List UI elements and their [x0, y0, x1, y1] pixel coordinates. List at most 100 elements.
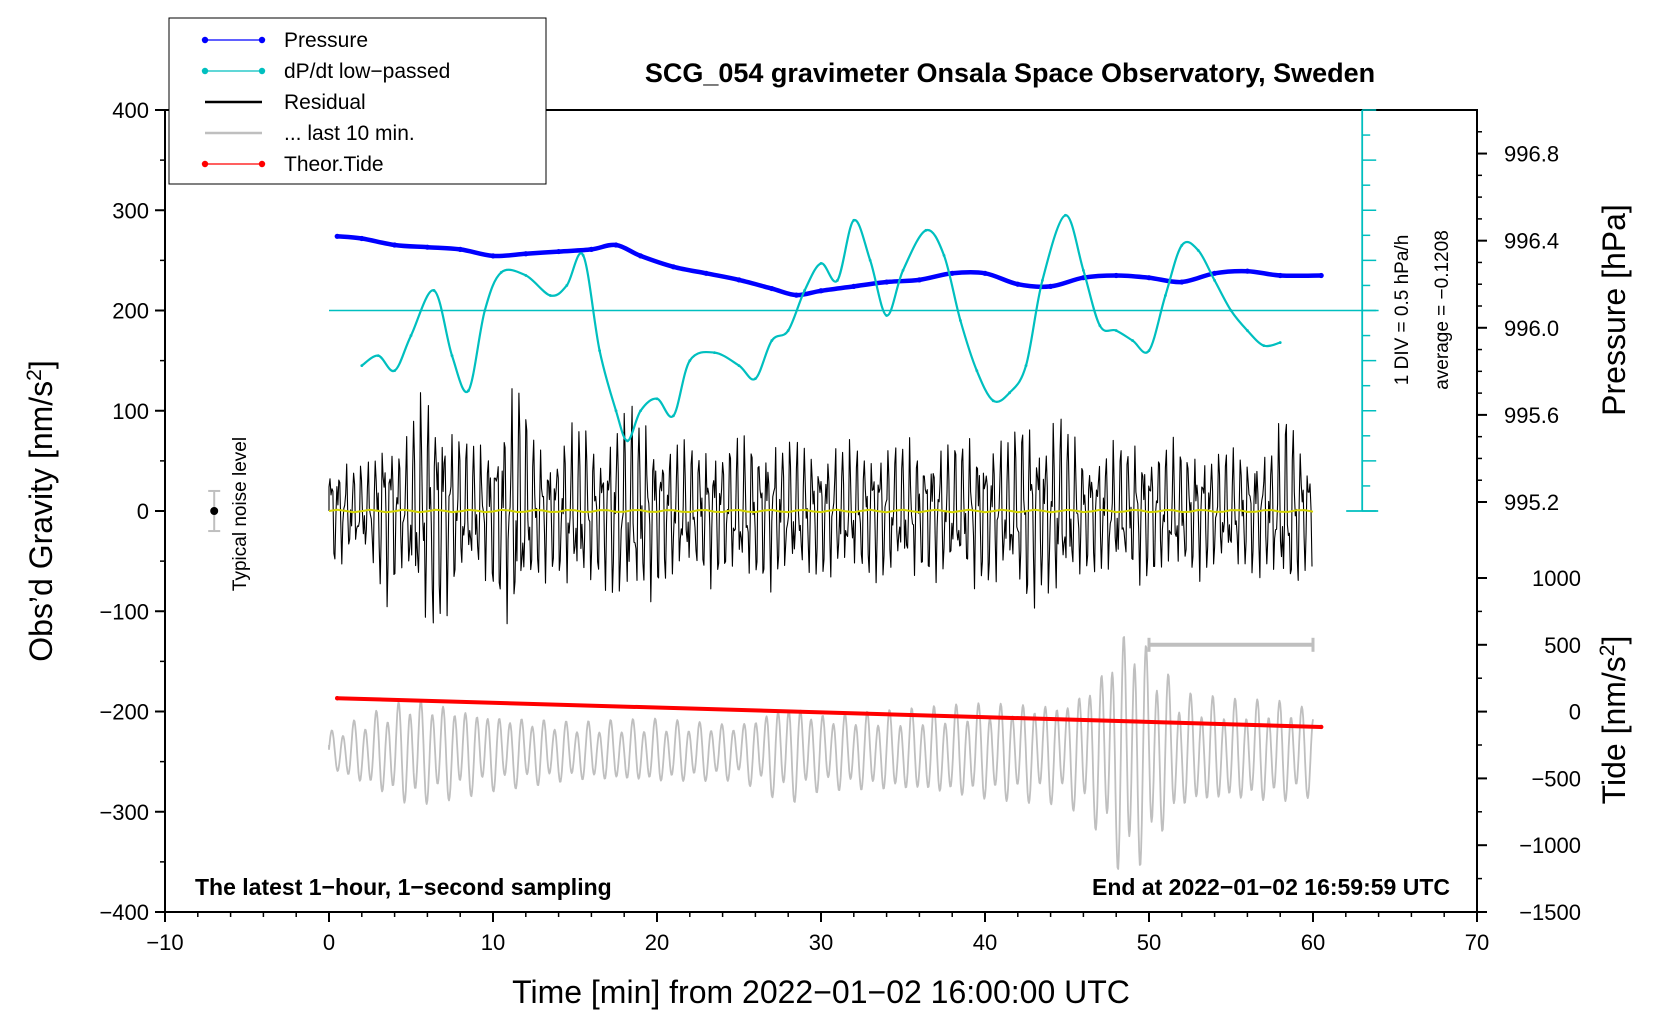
pressure-tick-label: 995.6 [1504, 403, 1559, 428]
dpdt-point [1147, 349, 1151, 352]
dpdt-point [901, 269, 905, 272]
last-10-min-series [328, 636, 1314, 870]
y-tick-label-left: 200 [112, 299, 149, 324]
pressure-point [1277, 272, 1283, 279]
dpdt-point [754, 377, 757, 381]
pressure-point [1048, 283, 1054, 289]
data-lines [329, 213, 1379, 730]
pressure-point [736, 277, 742, 283]
dpdt-point [836, 279, 839, 282]
dpdt-point [688, 359, 692, 363]
dpdt-point [639, 409, 642, 413]
x-tick-label: 30 [809, 930, 833, 955]
pressure-series [334, 234, 1324, 298]
y-tick-label-left: 100 [112, 399, 149, 424]
residual-series [328, 388, 1313, 625]
pressure-point [490, 253, 496, 259]
x-tick-label: 60 [1301, 930, 1325, 955]
legend-marker [258, 67, 266, 75]
tide-tick-label: 500 [1544, 633, 1581, 658]
pressure-point [1146, 275, 1152, 281]
dpdt-point [467, 389, 470, 393]
tide-tick-label: −500 [1531, 766, 1581, 791]
pressure-point [1113, 272, 1119, 279]
legend-label: Theor.Tide [284, 153, 384, 176]
legend-label: Residual [284, 91, 366, 114]
dpdt-point [1098, 324, 1102, 327]
dpdt-point [1008, 391, 1011, 395]
legend-marker [201, 67, 209, 75]
tide-point [1319, 724, 1324, 730]
dpdt-point [393, 369, 396, 373]
y-tick-label-left: −400 [99, 900, 149, 925]
dpdt-point [786, 329, 790, 332]
pressure-point [638, 253, 644, 259]
pressure-point [793, 292, 800, 298]
pressure-point [884, 279, 890, 285]
dpdt-point [655, 397, 659, 401]
y-axis-label-pressure: Pressure [hPa] [1596, 204, 1632, 416]
dpdt-point [598, 349, 601, 352]
x-axis-label: Time [min] from 2022−01−02 16:00:00 UTC [512, 974, 1130, 1010]
pressure-point [769, 285, 775, 292]
pressure-tick-label: 995.2 [1504, 490, 1559, 515]
x-tick-label: 20 [645, 930, 669, 955]
x-tick-label: 50 [1137, 930, 1161, 955]
dpdt-point [1180, 243, 1184, 247]
legend-marker [258, 36, 266, 44]
pressure-tick-label: 996.0 [1504, 316, 1559, 341]
axes: −10 0 10 20 30 40 50 60 704003002001000−100−200−… [99, 98, 1581, 955]
x-tick-label: 70 [1465, 930, 1489, 955]
pressure-point [818, 288, 824, 294]
note-end-time: End at 2022−01−02 16:59:59 UTC [1092, 874, 1450, 900]
dpdt-point [499, 271, 503, 274]
y-tick-label-left: 0 [137, 499, 149, 524]
pressure-tick-label: 996.4 [1504, 229, 1559, 254]
legend-marker [201, 36, 209, 44]
dpdt-point [991, 399, 995, 403]
dpdt-point [614, 409, 618, 413]
pressure-point [851, 283, 857, 289]
dpdt-point [376, 354, 380, 358]
dpdt-point [1213, 279, 1216, 282]
pressure-point [703, 270, 709, 276]
legend-marker [201, 160, 209, 168]
dpdt-point [626, 439, 629, 443]
dpdt-point [819, 261, 823, 265]
y-tick-label-left: −200 [99, 700, 149, 725]
legend-label: dP/dt low−passed [284, 60, 450, 83]
pressure-point [613, 242, 619, 248]
legend-label: Pressure [284, 29, 368, 52]
dpdt-point [959, 319, 962, 322]
pressure-point [424, 244, 430, 250]
dpdt-point [1246, 329, 1249, 332]
tide-tick-label: 1000 [1532, 566, 1581, 591]
pressure-point [359, 235, 365, 242]
pressure-point [556, 248, 562, 255]
pressure-point [523, 251, 529, 257]
dpdt-point [770, 339, 774, 342]
chart-title: SCG_054 gravimeter Onsala Space Observat… [645, 58, 1375, 88]
dpdt-point [1131, 339, 1134, 342]
noise-bar-point [210, 507, 219, 515]
pressure-point [1212, 270, 1218, 276]
pressure-point [1179, 279, 1185, 285]
dpdt-point [432, 289, 436, 292]
pressure-point [1244, 268, 1250, 274]
pressure-point [334, 233, 340, 239]
dpdt-point [1041, 279, 1044, 282]
dpdt-point [581, 253, 585, 257]
scale-average-label: average = −0.1208 [1432, 230, 1453, 390]
pressure-point [949, 270, 955, 276]
legend-marker [258, 160, 266, 168]
dpdt-point [975, 369, 979, 373]
noise-level-label: Typical noise level [230, 437, 251, 591]
dpdt-point [713, 351, 716, 355]
y-axis-label-left: Obs’d Gravity [nm/s2] [23, 360, 59, 662]
tide-tick-label: 0 [1569, 700, 1581, 725]
x-tick-label: 0 [323, 930, 335, 955]
tide-series [335, 696, 1324, 729]
y-tick-label-left: −300 [99, 800, 149, 825]
residual-mean-line [328, 508, 1314, 514]
legend-label: ... last 10 min. [284, 122, 415, 145]
